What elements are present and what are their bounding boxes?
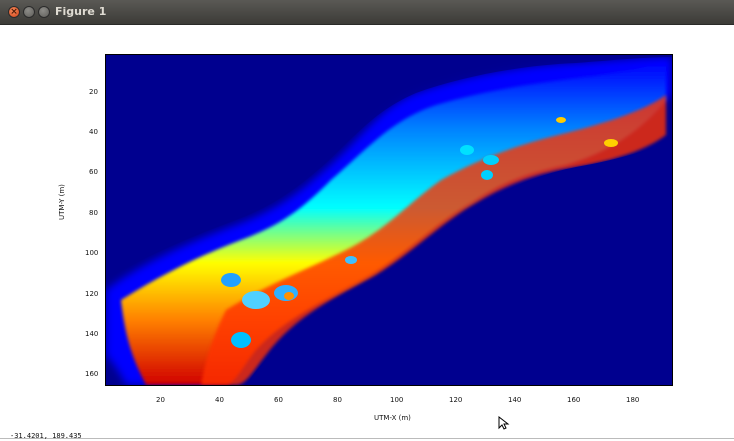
heatmap-blob (284, 292, 294, 300)
y-tick-label: 80 (89, 209, 98, 217)
x-tick-label: 20 (156, 396, 165, 404)
coordinate-readout: -31.4201, 189.435 (10, 432, 82, 440)
window-title: Figure 1 (55, 5, 107, 18)
heatmap-masked-region (246, 140, 672, 385)
minimize-icon[interactable] (23, 6, 35, 18)
x-tick-label: 180 (626, 396, 640, 404)
y-tick-label: 160 (85, 370, 99, 378)
y-axis-label: UTM-Y (m) (58, 184, 66, 220)
heatmap-blob (345, 256, 357, 264)
y-tick-label: 40 (89, 128, 98, 136)
close-icon[interactable]: × (8, 6, 20, 18)
x-tick-label: 80 (333, 396, 342, 404)
y-tick-label: 20 (89, 88, 98, 96)
heatmap-hot-core (201, 95, 666, 385)
window-titlebar: × Figure 1 (0, 0, 734, 25)
mouse-pointer-icon (498, 416, 510, 430)
status-divider (0, 438, 734, 439)
heatmap-plot-area[interactable] (105, 54, 673, 386)
heatmap-blob (556, 117, 566, 123)
y-tick-label: 100 (85, 249, 99, 257)
x-tick-label: 140 (508, 396, 522, 404)
heatmap-blob (221, 273, 241, 287)
x-tick-label: 60 (274, 396, 283, 404)
y-tick-label: 140 (85, 330, 99, 338)
x-tick-label: 160 (567, 396, 581, 404)
heatmap-blob (460, 145, 474, 155)
heatmap-blob (483, 155, 499, 165)
x-tick-label: 120 (449, 396, 463, 404)
y-tick-label: 120 (85, 290, 99, 298)
heatmap-image (106, 55, 672, 385)
x-tick-label: 40 (215, 396, 224, 404)
heatmap-blob (481, 170, 493, 180)
maximize-icon[interactable] (38, 6, 50, 18)
heatmap-blob (231, 332, 251, 348)
x-axis-label: UTM-X (m) (374, 414, 411, 422)
heatmap-blob (604, 139, 618, 147)
x-tick-label: 100 (390, 396, 404, 404)
y-tick-label: 60 (89, 168, 98, 176)
heatmap-blob (242, 291, 270, 309)
heatmap-masked-upper (106, 55, 672, 280)
